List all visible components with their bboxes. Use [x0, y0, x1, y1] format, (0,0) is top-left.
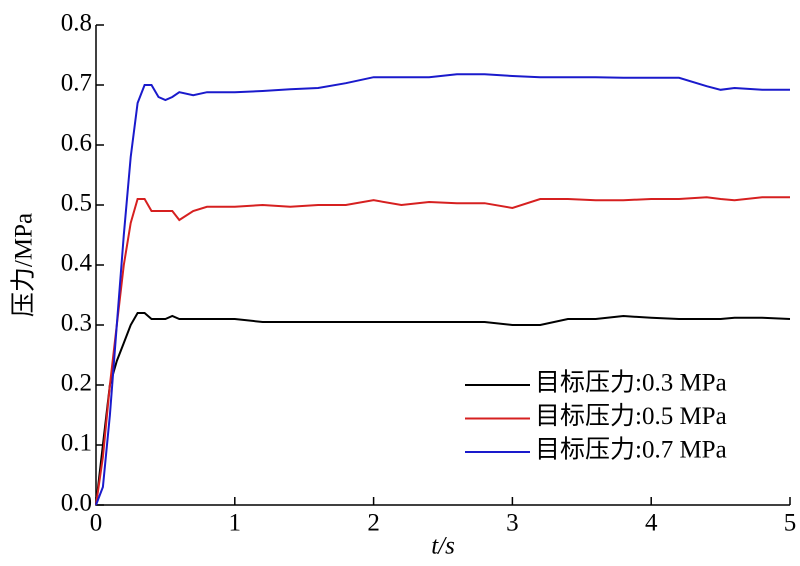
series-line — [95, 196, 790, 506]
y-tick-label: 0.3 — [61, 310, 92, 337]
legend-label: 目标压力:0.3 MPa — [535, 369, 727, 397]
x-axis-label: t/s — [431, 533, 455, 560]
y-tick-label: 0.8 — [61, 10, 92, 37]
x-tick-label: 1 — [229, 510, 242, 537]
x-tick-label: 5 — [784, 510, 797, 537]
y-tick-label: 0.6 — [61, 130, 92, 157]
y-tick-label: 0.1 — [61, 430, 92, 457]
series-line — [95, 312, 791, 506]
x-tick-label: 0 — [90, 510, 103, 537]
x-tick-label: 2 — [367, 510, 380, 537]
legend-label: 目标压力:0.7 MPa — [535, 436, 727, 464]
series-line — [95, 73, 790, 506]
y-tick-label: 0.4 — [61, 250, 93, 277]
x-tick-label: 4 — [645, 510, 658, 537]
legend-label: 目标压力:0.5 MPa — [535, 402, 727, 430]
y-tick-label: 0.7 — [61, 70, 92, 97]
y-axis-label: 压力/MPa — [10, 213, 38, 317]
y-tick-label: 0.2 — [61, 370, 92, 397]
y-tick-label: 0.5 — [61, 190, 92, 217]
y-tick-label: 0.0 — [61, 490, 92, 517]
axes — [95, 25, 790, 506]
x-tick-label: 3 — [506, 510, 519, 537]
